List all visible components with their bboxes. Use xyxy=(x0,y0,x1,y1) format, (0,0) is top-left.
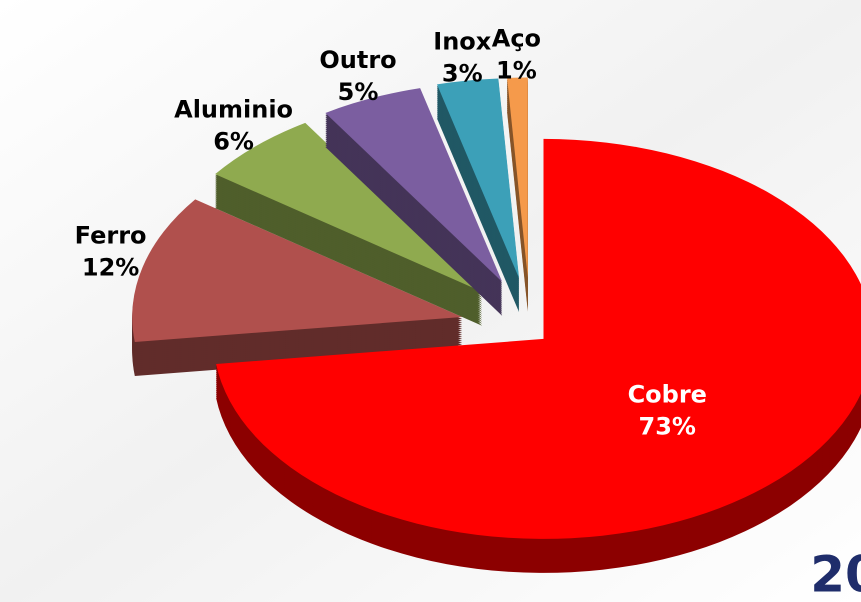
slice-label: Aço xyxy=(492,25,541,53)
slice-value-label: 6% xyxy=(213,128,254,156)
slice xyxy=(132,199,463,343)
annotation: 20 xyxy=(810,546,861,602)
slice-label: Inox xyxy=(433,28,492,56)
slice-label: Cobre xyxy=(628,381,707,409)
slice-value-label: 12% xyxy=(82,254,139,282)
slice xyxy=(325,88,503,282)
slice-label: Aluminio xyxy=(174,96,293,124)
slice-value-label: 1% xyxy=(496,57,537,85)
slice-label: Ferro xyxy=(75,222,147,250)
slice-value-label: 3% xyxy=(442,60,483,88)
slice xyxy=(216,138,861,539)
slice xyxy=(436,78,520,279)
slice-label: Outro xyxy=(319,46,396,74)
slice xyxy=(215,122,483,292)
slice xyxy=(507,77,528,278)
slice-value-label: 73% xyxy=(639,413,696,441)
slice-value-label: 5% xyxy=(338,78,379,106)
